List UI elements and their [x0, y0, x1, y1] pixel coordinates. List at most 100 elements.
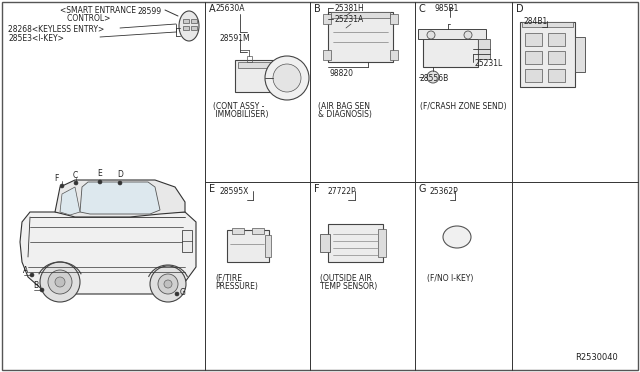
Bar — [323, 50, 331, 60]
Bar — [182, 230, 192, 252]
Text: & DIAGNOSIS): & DIAGNOSIS) — [318, 110, 372, 119]
Bar — [320, 234, 330, 252]
Bar — [390, 50, 398, 60]
Text: (F/NO I-KEY): (F/NO I-KEY) — [427, 274, 474, 283]
Circle shape — [265, 56, 309, 100]
Text: 28268<KEYLESS ENTRY>: 28268<KEYLESS ENTRY> — [8, 25, 104, 34]
Text: G: G — [180, 288, 186, 297]
Circle shape — [342, 28, 350, 36]
Text: A: A — [209, 4, 216, 14]
Text: 25630A: 25630A — [215, 4, 244, 13]
Text: 98820: 98820 — [330, 69, 354, 78]
Polygon shape — [20, 212, 196, 294]
Text: E: E — [97, 169, 102, 178]
Text: IMMOBILISER): IMMOBILISER) — [213, 110, 269, 119]
Circle shape — [98, 180, 102, 184]
Text: C: C — [419, 4, 426, 14]
Circle shape — [40, 288, 44, 292]
Bar — [232, 228, 244, 234]
Text: 985B1: 985B1 — [435, 4, 460, 13]
Circle shape — [40, 262, 80, 302]
Circle shape — [273, 64, 301, 92]
Bar — [390, 14, 398, 24]
Text: (AIR BAG SEN: (AIR BAG SEN — [318, 102, 370, 111]
Circle shape — [464, 31, 472, 39]
Bar — [191, 26, 197, 30]
Bar — [183, 26, 189, 30]
Text: G: G — [419, 184, 426, 194]
Text: F: F — [314, 184, 319, 194]
Text: D: D — [516, 4, 524, 14]
Text: 25231L: 25231L — [475, 59, 503, 68]
Circle shape — [48, 270, 72, 294]
Bar — [328, 12, 393, 62]
Text: 284B1: 284B1 — [524, 17, 548, 26]
Bar — [548, 51, 565, 64]
Text: E: E — [209, 184, 215, 194]
Circle shape — [30, 273, 34, 277]
Bar — [478, 39, 490, 59]
Circle shape — [342, 16, 350, 24]
Circle shape — [74, 181, 78, 185]
Bar — [252, 228, 264, 234]
Bar — [525, 69, 542, 82]
Circle shape — [55, 277, 65, 287]
Bar — [235, 60, 273, 92]
Text: A: A — [23, 266, 28, 275]
Ellipse shape — [443, 226, 471, 248]
Bar — [522, 22, 573, 27]
Bar — [247, 56, 252, 62]
Circle shape — [164, 280, 172, 288]
Text: R2530040: R2530040 — [575, 353, 618, 362]
Bar — [238, 62, 270, 68]
Circle shape — [427, 71, 439, 83]
Bar — [520, 22, 575, 87]
Bar — [331, 12, 390, 18]
Text: (F/TIRE: (F/TIRE — [215, 274, 242, 283]
Bar — [525, 51, 542, 64]
Text: (F/CRASH ZONE SEND): (F/CRASH ZONE SEND) — [420, 102, 507, 111]
Bar — [183, 19, 189, 23]
Circle shape — [150, 266, 186, 302]
Circle shape — [60, 184, 64, 188]
Circle shape — [427, 31, 435, 39]
Bar — [525, 33, 542, 46]
Text: D: D — [117, 170, 123, 179]
Text: C: C — [73, 171, 78, 180]
Bar — [227, 230, 269, 262]
Circle shape — [118, 181, 122, 185]
Text: (OUTSIDE AIR: (OUTSIDE AIR — [320, 274, 372, 283]
Text: CONTROL>: CONTROL> — [60, 14, 110, 23]
Text: B: B — [314, 4, 321, 14]
Bar — [323, 14, 331, 24]
Bar — [328, 224, 383, 262]
Text: 285E3<I-KEY>: 285E3<I-KEY> — [8, 34, 64, 43]
Text: (CONT ASSY -: (CONT ASSY - — [213, 102, 264, 111]
Text: 25231A: 25231A — [335, 15, 364, 24]
Polygon shape — [60, 187, 80, 215]
Circle shape — [175, 292, 179, 296]
Bar — [548, 69, 565, 82]
Bar — [265, 235, 271, 257]
Text: 25381H: 25381H — [335, 4, 365, 13]
Text: PRESSURE): PRESSURE) — [215, 282, 258, 291]
Polygon shape — [80, 182, 160, 214]
Text: TEMP SENSOR): TEMP SENSOR) — [320, 282, 377, 291]
Bar — [378, 229, 386, 257]
Text: F: F — [54, 174, 58, 183]
Bar — [191, 19, 197, 23]
Text: 28556B: 28556B — [420, 74, 449, 83]
Bar — [423, 32, 478, 67]
Text: 28591M: 28591M — [220, 34, 251, 43]
Circle shape — [158, 274, 178, 294]
Text: 28599: 28599 — [138, 7, 162, 16]
Polygon shape — [55, 180, 185, 217]
Text: B: B — [33, 281, 38, 290]
Text: 25362P: 25362P — [430, 187, 459, 196]
Bar — [575, 37, 585, 72]
Bar — [548, 33, 565, 46]
Text: <SMART ENTRANCE: <SMART ENTRANCE — [60, 6, 136, 15]
Bar — [418, 29, 486, 39]
Ellipse shape — [179, 11, 199, 41]
Text: 28595X: 28595X — [220, 187, 250, 196]
